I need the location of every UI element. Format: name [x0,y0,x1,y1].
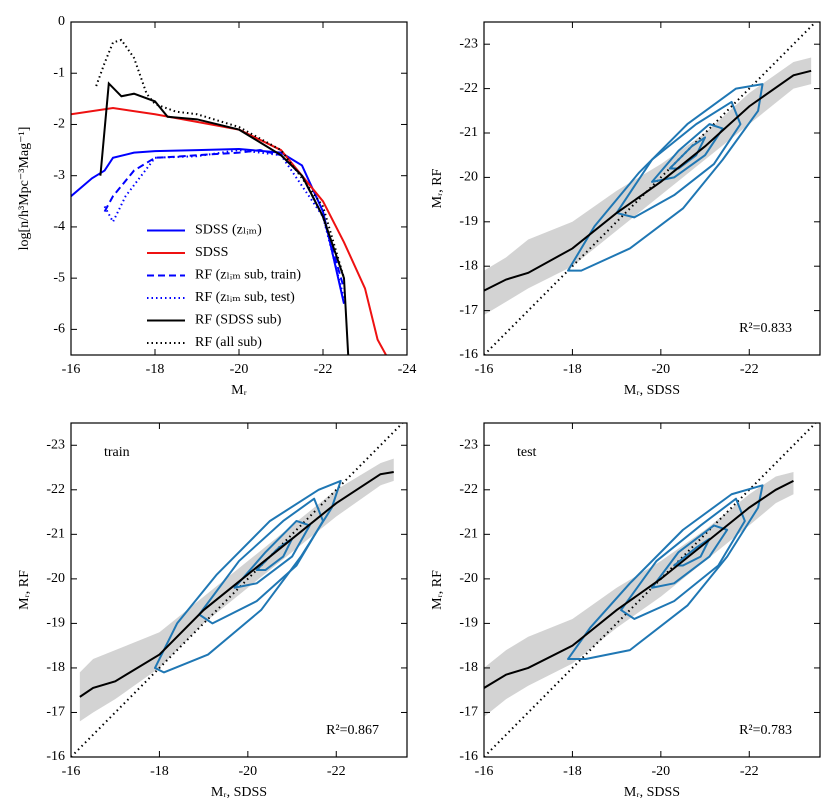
y-axis-label: log[n/h³Mpc⁻³Mag⁻¹] [17,127,32,251]
y-tick-label: -23 [46,437,65,452]
y-tick-label: -16 [46,749,65,764]
y-tick-label: -20 [46,571,65,586]
y-tick-label: -16 [459,347,478,362]
x-axis-label: Mᵣ, SDSS [624,785,680,800]
one-to-one-line [484,423,817,757]
y-tick-label: -16 [459,749,478,764]
x-tick-label: -20 [230,362,249,377]
y-tick-label: -21 [459,125,478,140]
axes-frame [483,422,821,758]
y-tick-label: -18 [46,660,65,675]
series-line [95,38,345,279]
y-tick-label: -23 [459,36,478,51]
x-tick-label: -22 [740,764,759,779]
density-contour [651,123,724,183]
x-tick-label: -20 [652,764,671,779]
plot-area [484,22,817,355]
legend-label: SDSS (zₗᵢₘ) [195,223,262,238]
y-tick-label: -18 [459,258,478,273]
density-contour [567,484,764,661]
y-axis-label: Mᵣ, RF [430,570,445,610]
y-tick-label: -1 [53,65,65,80]
y-tick-label: -22 [46,482,65,497]
legend-label: RF (zₗᵢₘ sub, test) [195,290,295,305]
median-line [484,480,794,689]
median-line [79,471,394,698]
panel-label: test [517,445,537,460]
series-line [71,107,387,355]
y-tick-label: -21 [46,527,65,542]
x-tick-label: -22 [740,362,759,377]
x-tick-label: -24 [398,362,417,377]
x-tick-label: -20 [652,362,671,377]
density-contour [154,479,342,674]
density-contour [615,100,742,219]
y-tick-label: -19 [46,616,65,631]
y-tick-label: -18 [459,660,478,675]
x-tick-label: -18 [150,764,169,779]
x-axis-label: Mᵣ, SDSS [211,785,267,800]
r2-annotation: R²=0.783 [739,723,792,738]
series-line [103,149,345,299]
y-tick-label: -6 [53,322,65,337]
legend-label: SDSS [195,245,228,260]
y-tick-label: -3 [53,168,65,183]
median-line [484,69,812,292]
y-tick-label: -21 [459,527,478,542]
legend-label: RF (zₗᵢₘ sub, train) [195,268,301,283]
y-tick-label: -5 [53,270,65,285]
y-tick-label: -22 [459,81,478,96]
y-tick-label: -4 [53,219,65,234]
y-tick-label: 0 [58,14,65,29]
y-tick-label: -17 [459,303,478,318]
plot-area [71,38,387,355]
x-tick-label: -16 [62,764,81,779]
y-tick-label: -2 [53,117,65,132]
x-tick-label: -18 [563,362,582,377]
y-tick-label: -17 [46,705,65,720]
axes-frame [70,422,408,758]
y-axis-label: Mᵣ, RF [17,570,32,610]
axes-frame [483,21,821,356]
y-tick-label: -19 [459,214,478,229]
x-axis-label: Mᵣ, SDSS [624,383,680,398]
panel-label: train [104,445,130,460]
x-tick-label: -18 [563,764,582,779]
x-tick-label: -22 [327,764,346,779]
series-line [99,81,350,355]
one-to-one-line [71,423,404,757]
x-tick-label: -18 [146,362,165,377]
y-tick-label: -22 [459,482,478,497]
legend-label: RF (SDSS sub) [195,313,282,328]
spread-band [484,57,812,316]
series-line [71,148,345,304]
x-tick-label: -16 [475,764,494,779]
plot-area [484,423,817,757]
plot-area [71,423,404,757]
y-axis-label: Mᵣ, RF [430,168,445,208]
density-contour [198,497,324,625]
x-tick-label: -20 [239,764,258,779]
density-contour [651,524,729,589]
density-contour [620,497,746,620]
x-tick-label: -22 [314,362,333,377]
y-tick-label: -17 [459,705,478,720]
r2-annotation: R²=0.867 [326,723,379,738]
density-contour [673,537,711,567]
r2-annotation: R²=0.833 [739,321,792,336]
x-tick-label: -16 [475,362,494,377]
legend-label: RF (all sub) [195,335,262,350]
x-tick-label: -16 [62,362,81,377]
x-axis-label: Mᵣ [231,383,247,398]
y-tick-label: -23 [459,437,478,452]
y-tick-label: -20 [459,170,478,185]
y-tick-label: -19 [459,616,478,631]
y-tick-label: -20 [459,571,478,586]
